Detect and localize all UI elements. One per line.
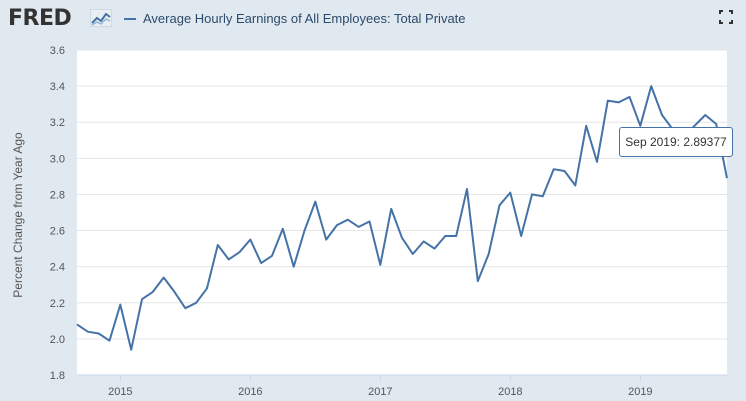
data-point[interactable] xyxy=(410,251,416,257)
series-legend[interactable]: Average Hourly Earnings of All Employees… xyxy=(124,11,466,26)
series-line[interactable] xyxy=(76,85,728,351)
data-point[interactable] xyxy=(367,219,373,225)
plot-area xyxy=(77,50,727,375)
y-tick-label: 3.4 xyxy=(50,81,65,93)
data-point[interactable] xyxy=(605,98,611,104)
data-point[interactable] xyxy=(540,193,546,199)
data-point[interactable] xyxy=(377,262,383,268)
data-point[interactable] xyxy=(226,256,232,262)
hover-tooltip: Sep 2019: 2.89377 xyxy=(619,127,733,157)
y-tick-label: 2.6 xyxy=(50,226,65,238)
y-tick-label: 2.4 xyxy=(50,262,65,274)
x-ticks xyxy=(77,374,727,381)
data-point[interactable] xyxy=(139,296,145,302)
data-point[interactable] xyxy=(356,224,362,230)
fullscreen-icon[interactable] xyxy=(719,10,733,24)
data-point[interactable] xyxy=(172,289,178,295)
legend-swatch xyxy=(124,17,136,20)
data-point[interactable] xyxy=(215,242,221,248)
data-point[interactable] xyxy=(204,285,210,291)
y-tick-labels: 1.8 2.0 2.2 2.4 2.6 2.8 3.0 3.2 3.4 3.6 xyxy=(50,45,65,382)
data-point[interactable] xyxy=(453,233,459,239)
data-point[interactable] xyxy=(583,123,589,129)
data-point[interactable] xyxy=(280,226,286,232)
tooltip-date: Sep 2019 xyxy=(625,135,677,149)
data-point[interactable] xyxy=(497,202,503,208)
data-point[interactable] xyxy=(529,191,535,197)
data-point[interactable] xyxy=(291,264,297,270)
data-point[interactable] xyxy=(648,83,654,89)
data-point[interactable] xyxy=(702,112,708,118)
data-point[interactable] xyxy=(247,237,253,243)
y-axis-label: Percent Change from Year Ago xyxy=(11,132,25,298)
data-point[interactable] xyxy=(269,253,275,259)
fred-chart-icon xyxy=(90,9,112,27)
data-point[interactable] xyxy=(182,305,188,311)
data-point[interactable] xyxy=(486,251,492,257)
data-point[interactable] xyxy=(85,329,91,335)
data-point[interactable] xyxy=(507,190,513,196)
data-point[interactable] xyxy=(432,246,438,252)
data-point[interactable] xyxy=(96,330,102,336)
data-point[interactable] xyxy=(421,238,427,244)
data-point[interactable] xyxy=(117,302,123,308)
data-point[interactable] xyxy=(562,168,568,174)
x-tick-label: 2018 xyxy=(498,386,522,398)
data-point[interactable] xyxy=(312,199,318,205)
data-point[interactable] xyxy=(150,289,156,295)
y-tick-label: 3.6 xyxy=(50,45,65,57)
data-point[interactable] xyxy=(345,217,351,223)
data-point[interactable] xyxy=(551,166,557,172)
data-point[interactable] xyxy=(594,159,600,165)
y-tick-label: 1.8 xyxy=(50,370,65,382)
tooltip-value: 2.89377 xyxy=(683,135,727,149)
data-point[interactable] xyxy=(107,338,113,344)
x-tick-label: 2017 xyxy=(368,386,392,398)
y-tick-label: 3.0 xyxy=(50,153,65,165)
data-point[interactable] xyxy=(659,112,665,118)
tooltip-separator: : xyxy=(676,135,684,149)
data-point[interactable] xyxy=(442,233,448,239)
data-point[interactable] xyxy=(74,321,80,327)
y-tick-label: 2.0 xyxy=(50,334,65,346)
data-point[interactable] xyxy=(128,347,134,353)
data-point[interactable] xyxy=(464,186,470,192)
data-point[interactable] xyxy=(161,275,167,281)
y-tick-label: 2.2 xyxy=(50,298,65,310)
data-point[interactable] xyxy=(388,206,394,212)
x-tick-label: 2019 xyxy=(628,386,652,398)
x-tick-labels: 2015 2016 2017 2018 2019 xyxy=(108,386,652,398)
data-point[interactable] xyxy=(399,235,405,241)
chart-header: FRED Average Hourly Earnings of All Empl… xyxy=(0,0,746,36)
y-tick-label: 3.2 xyxy=(50,117,65,129)
series-title: Average Hourly Earnings of All Employees… xyxy=(143,11,466,26)
data-point[interactable] xyxy=(627,94,633,100)
data-point[interactable] xyxy=(323,237,329,243)
data-point[interactable] xyxy=(193,300,199,306)
data-point[interactable] xyxy=(572,182,578,188)
x-tick-label: 2015 xyxy=(108,386,132,398)
data-point[interactable] xyxy=(518,233,524,239)
data-point[interactable] xyxy=(334,222,340,228)
data-point[interactable] xyxy=(302,228,308,234)
y-tick-label: 2.8 xyxy=(50,189,65,201)
data-point[interactable] xyxy=(616,99,622,105)
series-group xyxy=(74,83,730,353)
data-point[interactable] xyxy=(475,278,481,284)
x-tick-label: 2016 xyxy=(238,386,262,398)
data-point[interactable] xyxy=(724,175,730,181)
data-point[interactable] xyxy=(237,249,243,255)
data-point[interactable] xyxy=(258,260,264,266)
fred-logo[interactable]: FRED xyxy=(8,6,72,31)
